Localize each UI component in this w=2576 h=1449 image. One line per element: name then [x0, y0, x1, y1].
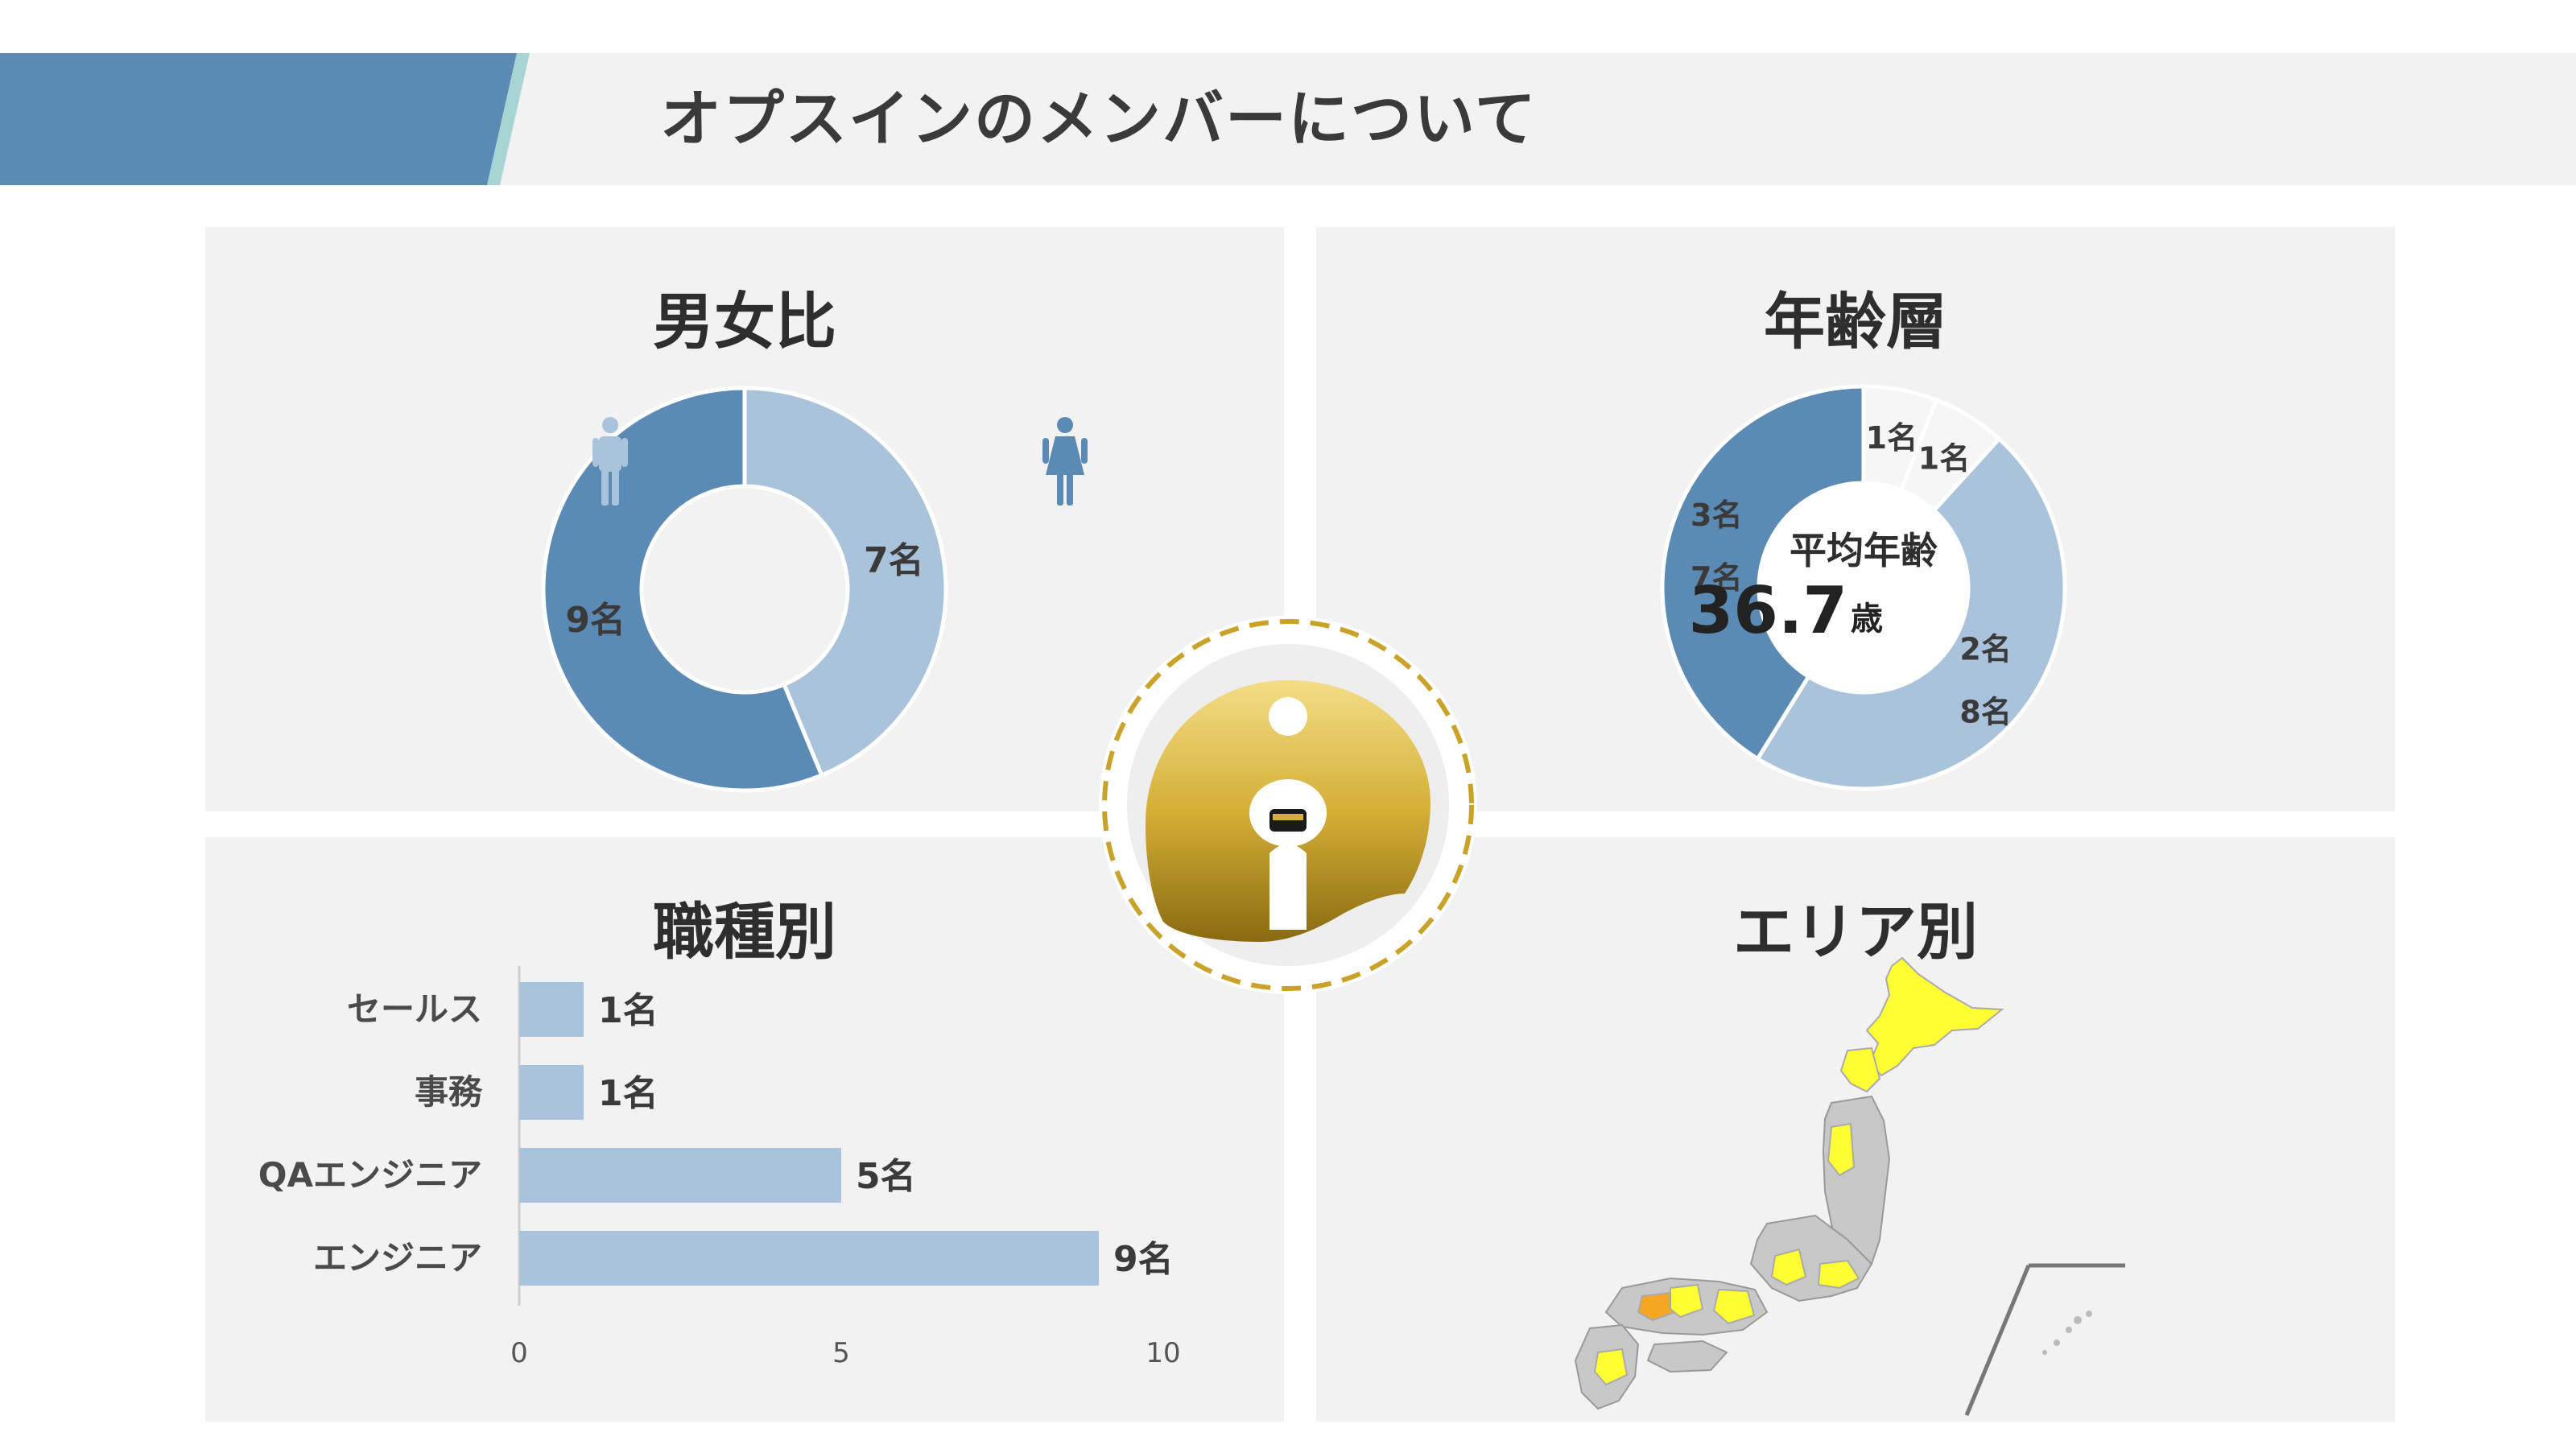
- chugoku-highlight: [1670, 1283, 1704, 1319]
- age-title: 年齢層: [1764, 286, 1947, 357]
- age-slice-2: [1754, 436, 2067, 791]
- job-value-label-0: 1名: [598, 990, 658, 1031]
- job-value-label-1: 1名: [598, 1073, 658, 1114]
- gender-panel: 男女比 7名 9名: [205, 227, 1284, 811]
- page-title: オプスインのメンバーについて: [660, 83, 1538, 155]
- job-value-label-2: 5名: [856, 1156, 916, 1197]
- kanto-highlight: [1817, 1259, 1860, 1290]
- age-panel: 年齢層 1名 1名 2名 8名 3名 7名 平均年齢 36.7 歳: [1316, 227, 2395, 811]
- gender-title: 男女比: [653, 286, 836, 357]
- kyushu-highlight: [1593, 1348, 1629, 1386]
- age-slice-label-2-1: 8名: [1959, 695, 2011, 730]
- kansai-highlight: [1712, 1288, 1756, 1325]
- hokkaido-south: [1839, 1046, 1881, 1093]
- age-slice-label-1-0: 1名: [1918, 440, 1970, 476]
- female-person-icon: [1042, 417, 1088, 506]
- shikoku-region: [1646, 1340, 1728, 1373]
- age-slice-label-3-0: 3名: [1690, 497, 1742, 533]
- company-logo-icon: [1099, 616, 1477, 994]
- header-teal-stripe: [487, 53, 530, 185]
- okinawa-islands: [2042, 1311, 2092, 1355]
- chugoku-highlight-orange: [1637, 1291, 1677, 1322]
- job-category-label-3: エンジニア: [313, 1238, 482, 1278]
- job-bar-2: [519, 1148, 841, 1203]
- gender-donut-chart: 7名 9名: [541, 386, 1088, 793]
- area-title: エリア別: [1733, 896, 1978, 968]
- gender-slice-label-1: 9名: [565, 600, 625, 641]
- job-bar-1: [519, 1065, 584, 1120]
- job-title: 職種別: [653, 896, 836, 968]
- job-tick-label-1: 5: [832, 1337, 850, 1369]
- gender-slice-0: [742, 386, 948, 778]
- okinawa-inset-diagonal: [1964, 1265, 2031, 1416]
- header-blue-bar: [0, 53, 517, 185]
- job-tick-label-2: 10: [1146, 1337, 1180, 1369]
- header-accent: [0, 53, 530, 185]
- job-value-label-3: 9名: [1113, 1239, 1174, 1280]
- average-age-label: 平均年齢: [1790, 529, 1938, 572]
- age-slice-label-2-0: 2名: [1959, 632, 2011, 667]
- tohoku-highlight: [1827, 1122, 1856, 1177]
- average-age-unit: 歳: [1851, 601, 1883, 638]
- age-donut-hole: [1761, 485, 1967, 691]
- job-tick-label-0: 0: [510, 1337, 528, 1369]
- job-bar-0: [519, 982, 584, 1037]
- hokkaido-region: [1865, 956, 2004, 1077]
- job-bar-3: [519, 1231, 1099, 1286]
- age-slice-3: [1660, 384, 1866, 762]
- job-category-label-0: セールス: [347, 989, 482, 1029]
- japan-map: [1574, 956, 2125, 1416]
- age-slice-label-0-0: 1名: [1866, 420, 1918, 456]
- gender-slice-label-0: 7名: [864, 540, 924, 581]
- age-slice-label-3-1: 7名: [1690, 560, 1742, 596]
- job-category-label-1: 事務: [415, 1072, 483, 1112]
- average-age-value: 36.7: [1689, 573, 1847, 648]
- male-person-icon: [592, 417, 628, 506]
- chubu-highlight: [1770, 1248, 1807, 1286]
- area-panel: エリア別: [1316, 837, 2395, 1422]
- job-panel: 職種別 セールス 1名 事務 1名 QAエンジニア 5名 エンジニア 9名 0 5 10: [205, 837, 1284, 1422]
- job-category-label-2: QAエンジニア: [258, 1155, 482, 1195]
